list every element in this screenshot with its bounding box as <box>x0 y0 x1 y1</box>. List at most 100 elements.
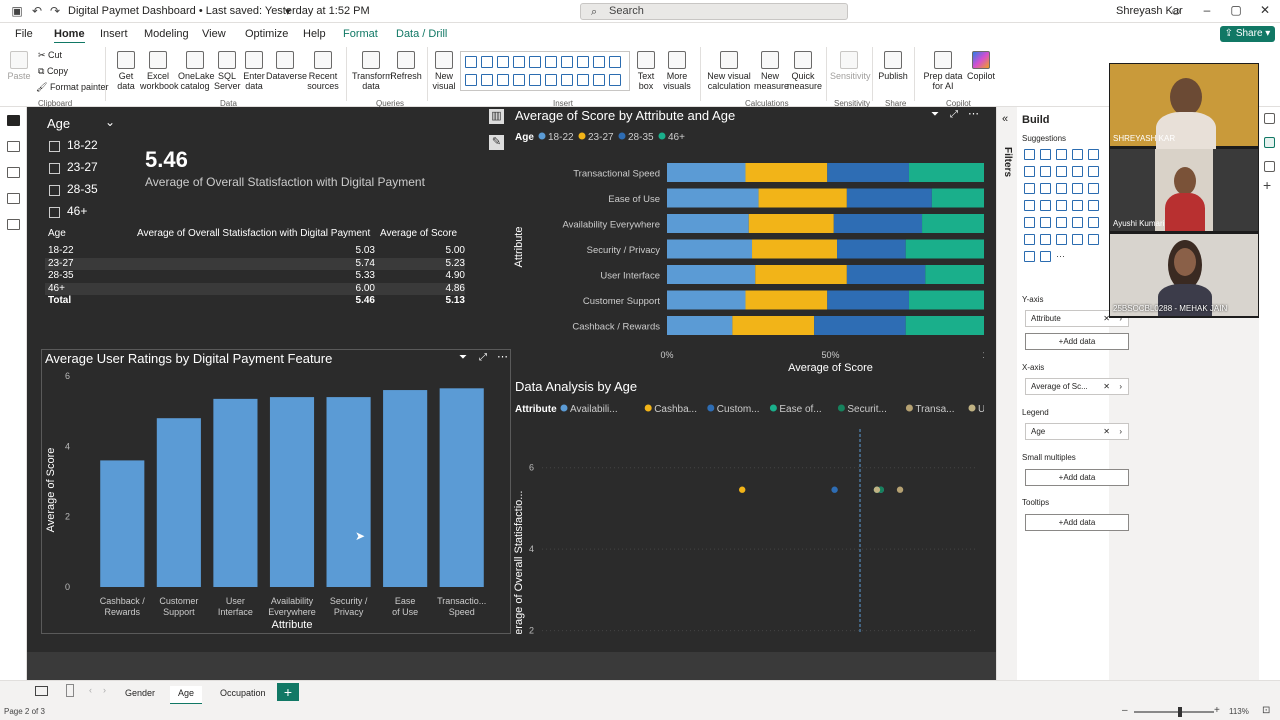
account-icon[interactable]: ☺ <box>1169 4 1183 18</box>
prep-data-button[interactable]: Prep data for AI <box>918 51 968 91</box>
title-dropdown-icon[interactable]: ▾ <box>285 6 291 18</box>
visual-type-icon[interactable] <box>1056 234 1067 245</box>
visual-icon[interactable] <box>577 56 589 68</box>
visual-type-icon[interactable] <box>1088 149 1099 160</box>
visual-icon[interactable] <box>561 74 573 86</box>
table-header[interactable]: Age <box>48 228 66 239</box>
visual-icon[interactable] <box>481 74 493 86</box>
table-row[interactable]: 46+ 6.00 4.86 <box>45 282 465 295</box>
visual-icon[interactable] <box>529 56 541 68</box>
more-visuals-button[interactable]: More visuals <box>660 51 694 91</box>
paste-button[interactable]: Paste <box>6 51 32 81</box>
visual-type-icon[interactable] <box>1024 149 1035 160</box>
zoom-level[interactable]: 113% <box>1229 707 1249 716</box>
visual-type-icon[interactable] <box>1072 200 1083 211</box>
copilot-button[interactable]: Copilot <box>966 51 996 81</box>
visual-icon[interactable] <box>513 74 525 86</box>
filters-pane-icon[interactable] <box>1264 113 1275 124</box>
visual-type-icon[interactable] <box>1072 234 1083 245</box>
table-header[interactable]: Average of Score <box>380 228 458 239</box>
visual-type-icon[interactable] <box>1040 217 1051 228</box>
kpi-card[interactable]: 5.46 Average of Overall Statisfaction wi… <box>139 143 469 195</box>
tab-help[interactable]: Help <box>303 28 326 40</box>
add-data-button[interactable]: +Add data <box>1025 469 1129 486</box>
more-options-icon[interactable]: ⋯ <box>497 351 508 363</box>
zoom-slider-thumb[interactable] <box>1178 707 1182 717</box>
visual-type-icon[interactable] <box>1088 234 1099 245</box>
y-axis-field[interactable]: Attribute ✕ › <box>1025 310 1129 327</box>
visual-type-icon[interactable] <box>1024 200 1035 211</box>
visual-type-icon[interactable] <box>1088 217 1099 228</box>
model-view-icon[interactable] <box>7 167 20 178</box>
visual-type-icon[interactable] <box>1040 183 1051 194</box>
visual-type-icon[interactable] <box>1088 200 1099 211</box>
zoom-slider[interactable] <box>1134 711 1214 713</box>
visual-type-icon[interactable] <box>1040 149 1051 160</box>
visual-type-icon[interactable] <box>1072 217 1083 228</box>
filters-pane-collapsed[interactable]: « Filters <box>996 107 1017 680</box>
new-visual-button[interactable]: New visual <box>430 51 458 91</box>
visual-icon[interactable] <box>577 74 589 86</box>
visual-type-icon[interactable] <box>1072 183 1083 194</box>
column-chart[interactable]: Average User Ratings by Digital Payment … <box>41 349 511 634</box>
checkbox[interactable] <box>49 206 60 218</box>
filters-label[interactable]: Filters <box>1002 147 1013 178</box>
visual-type-icon[interactable] <box>1088 183 1099 194</box>
checkbox[interactable] <box>49 162 60 174</box>
report-view-icon[interactable] <box>7 115 20 126</box>
visual-icon[interactable] <box>609 56 621 68</box>
table-row[interactable]: 28-35 5.33 4.90 <box>45 270 465 282</box>
visual-icon[interactable] <box>529 74 541 86</box>
user-name[interactable]: Shreyash Kar <box>1116 5 1183 17</box>
age-slicer[interactable]: Age ⌄ 18-22 23-27 28-35 46+ <box>45 113 140 221</box>
tab-format[interactable]: Format <box>343 28 378 40</box>
dax-query-icon[interactable] <box>7 193 20 204</box>
tab-data-drill[interactable]: Data / Drill <box>396 28 448 40</box>
age-table[interactable]: Age Average of Overall Statisfaction wit… <box>45 225 465 313</box>
add-data-button[interactable]: +Add data <box>1025 333 1129 350</box>
visual-icon[interactable] <box>593 56 605 68</box>
table-row[interactable]: 23-27 5.74 5.23 <box>45 257 465 270</box>
visual-type-icon[interactable] <box>1024 166 1035 177</box>
prev-page-icon[interactable]: ‹ <box>89 685 92 695</box>
remove-field-icon[interactable]: ✕ <box>1103 314 1110 323</box>
visual-type-icon[interactable] <box>1024 251 1035 262</box>
visual-type-icon[interactable] <box>1072 166 1083 177</box>
x-axis-field[interactable]: Average of Sc... ✕ › <box>1025 378 1129 395</box>
page-tab-gender[interactable]: Gender <box>125 688 156 698</box>
format-painter-button[interactable]: 🖌 Format painter <box>36 82 108 93</box>
visual-icon[interactable] <box>593 74 605 86</box>
zoom-out-button[interactable]: – <box>1122 705 1128 716</box>
excel-button[interactable]: Excel workbook <box>140 51 179 91</box>
chevron-right-icon[interactable]: › <box>1119 427 1122 436</box>
next-page-icon[interactable]: › <box>103 685 106 695</box>
save-icon[interactable]: ▣ <box>11 4 23 18</box>
chevron-down-icon[interactable]: ⌄ <box>105 115 116 129</box>
visual-type-icon[interactable] <box>1088 166 1099 177</box>
tab-optimize[interactable]: Optimize <box>245 28 289 40</box>
get-data-button[interactable]: Get data <box>112 51 140 91</box>
visual-type-icon[interactable] <box>1040 234 1051 245</box>
close-button[interactable]: ✕ <box>1259 3 1271 17</box>
remove-field-icon[interactable]: ✕ <box>1103 382 1110 391</box>
desktop-layout-icon[interactable] <box>35 686 48 696</box>
data-pane-icon[interactable] <box>1264 161 1275 172</box>
visual-type-icon[interactable] <box>1056 183 1067 194</box>
table-view-icon[interactable] <box>7 141 20 152</box>
table-header[interactable]: Average of Overall Statisfaction with Di… <box>137 228 371 239</box>
expand-icon[interactable]: « <box>1002 113 1009 125</box>
scatter-chart[interactable]: Data Analysis by Age Attribute Availabili… <box>512 379 984 634</box>
visual-type-icon[interactable] <box>1056 200 1067 211</box>
visualizations-pane-icon[interactable] <box>1264 137 1275 148</box>
recent-sources-button[interactable]: Recent sources <box>306 51 340 91</box>
slicer-option[interactable]: 46+ <box>49 204 87 218</box>
report-canvas[interactable]: Age ⌄ 18-22 23-27 28-35 46+ 5.46 Average… <box>27 107 996 652</box>
tab-insert[interactable]: Insert <box>100 28 128 40</box>
visual-icon[interactable] <box>465 74 477 86</box>
more-options-icon[interactable]: ⋯ <box>968 108 979 120</box>
tab-file[interactable]: File <box>15 28 33 40</box>
transform-button[interactable]: Transform data <box>352 51 393 91</box>
undo-icon[interactable]: ↶ <box>31 4 43 18</box>
table-row[interactable]: 18-22 5.03 5.00 <box>45 245 465 257</box>
visual-icon[interactable] <box>513 56 525 68</box>
